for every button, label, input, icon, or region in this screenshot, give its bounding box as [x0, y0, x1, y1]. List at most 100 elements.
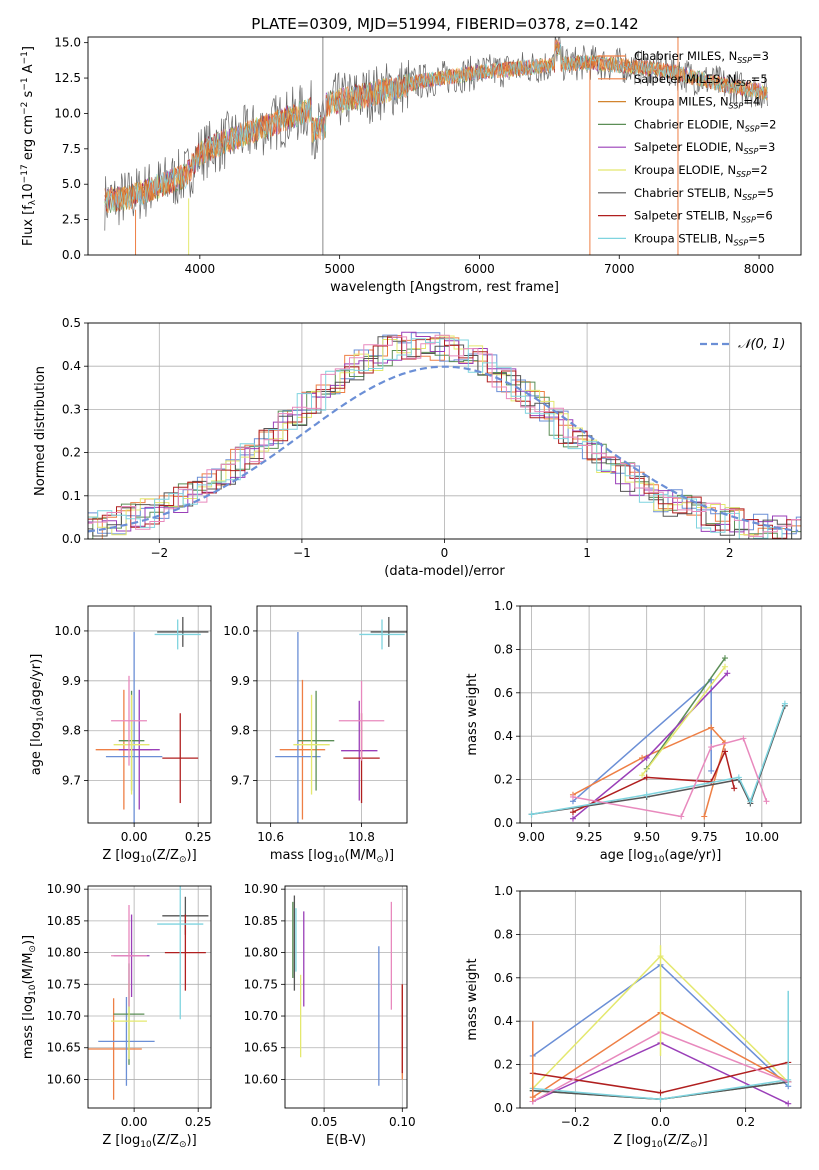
- data-point: [111, 905, 147, 1007]
- x-tick-label: 9.75: [691, 830, 718, 844]
- legend-sub: SSP: [741, 216, 756, 225]
- label-part: age [log: [29, 722, 44, 775]
- data-point: [297, 690, 335, 791]
- x-tick-label: 0.0: [651, 1115, 670, 1129]
- weight-marker: [763, 798, 770, 805]
- legend-sub: SSP: [736, 79, 751, 88]
- legend-label: Chabrier ELODIE, N: [634, 117, 745, 131]
- label-part: −17: [20, 164, 30, 183]
- panel-spectrum: 4000 5000 6000 7000 8000 0.0 2.5 5.0 7.5 10.0 12.5…: [20, 36, 802, 295]
- data-point: [341, 700, 378, 801]
- axes-frame: [87, 605, 212, 824]
- y-tick-label: 9.8: [62, 724, 81, 738]
- y-tick-label: 10.85: [47, 914, 81, 928]
- y-tick-label: 10.0: [54, 106, 81, 120]
- legend-sub: SSP: [745, 124, 760, 133]
- panel-mass-vs-Z: 0.00 0.25 10.60 10.65 10.70 10.75 10.80 10.85 10…: [21, 882, 212, 1150]
- label-part: ⊙: [179, 1140, 187, 1150]
- legend-eq: =5: [751, 72, 768, 86]
- label-part: (Z/Z: [663, 1133, 690, 1148]
- label-part: mass [log: [21, 996, 36, 1059]
- y-axis-label: Normed distribution: [33, 366, 48, 496]
- weight-marker: [735, 774, 742, 781]
- y-tick-label: 0.8: [494, 642, 513, 656]
- y-tick-label: 10.65: [47, 1041, 81, 1055]
- x-tick-label: −0.2: [561, 1115, 590, 1129]
- weight-marker: [721, 655, 728, 662]
- legend-entry: Salpeter STELIB, NSSP=6: [634, 209, 773, 225]
- y-tick-label: 0.0: [494, 816, 513, 830]
- histograms: [88, 331, 801, 539]
- y-tick-label: 5.0: [62, 177, 81, 191]
- weight-line: [646, 657, 726, 770]
- y-tick-label: 2.5: [62, 213, 81, 227]
- panel-age-vs-Z: 0.00 0.259.79.89.910.0Z [log10(Z/Z⊙)]age …: [29, 605, 212, 865]
- x-tick-label: 10.8: [348, 830, 375, 844]
- errorbars: [88, 886, 209, 1100]
- residuals-legend: 𝒩(0, 1): [700, 337, 785, 352]
- data-point: [338, 680, 385, 761]
- label-part: (age/yr)]: [29, 654, 44, 711]
- legend-eq: =2: [760, 117, 777, 131]
- y-axis-label: mass weight: [465, 673, 480, 755]
- y-tick-label: 0.2: [494, 1058, 513, 1072]
- label-part: (age/yr)]: [664, 848, 721, 863]
- x-axis-label: Z [log10(Z/Z⊙)]: [102, 848, 196, 865]
- y-tick-label: 7.5: [62, 142, 81, 156]
- legend-label: Salpeter MILES, N: [634, 72, 736, 86]
- gaussian-curve: [88, 365, 799, 533]
- label-part: Z [log: [613, 1133, 651, 1148]
- data-point: [98, 997, 155, 1086]
- y-tick-label: 0.0: [62, 532, 81, 546]
- legend-eq: =3: [758, 140, 775, 154]
- label-part: 10: [140, 855, 152, 865]
- y-tick-label: 10.65: [244, 1041, 278, 1055]
- label-part: )]: [21, 935, 36, 945]
- panel-weight-vs-age: 9.00 9.25 9.50 9.75 10.00 0.0 0.2 0.4 0.6 0.8 1.0 m…: [465, 599, 802, 865]
- label-part: )]: [187, 1133, 197, 1148]
- weight-marker: [747, 798, 754, 805]
- weight-marker: [731, 785, 738, 792]
- legend-entry: Chabrier ELODIE, NSSP=2: [634, 117, 776, 133]
- weight-marker: [785, 1100, 792, 1107]
- y-tick-label: 0.0: [494, 1101, 513, 1115]
- x-tick-label: 2: [726, 546, 734, 560]
- x-axis-label: mass [log10(M/M⊙)]: [270, 848, 394, 865]
- x-tick-label: 0.2: [736, 1115, 755, 1129]
- legend-label: Chabrier MILES, N: [634, 49, 737, 63]
- label-part: ⊙: [376, 855, 384, 865]
- weight-marker: [657, 1089, 664, 1096]
- y-tick-label: 15.0: [54, 36, 81, 50]
- weight-marker: [643, 791, 650, 798]
- x-tick-label: 10.6: [257, 830, 284, 844]
- y-tick-label: 10.70: [244, 1009, 278, 1023]
- legend-eq: =5: [757, 186, 774, 200]
- y-tick-label: 10.0: [223, 624, 250, 638]
- data-point: [105, 631, 163, 823]
- label-part: (M/M: [21, 953, 36, 985]
- legend-entry: Kroupa ELODIE, NSSP=2: [634, 163, 768, 179]
- weight-marker: [721, 663, 728, 670]
- y-tick-label: 0.8: [494, 927, 513, 941]
- legend-entry: Salpeter MILES, NSSP=5: [634, 72, 768, 88]
- y-tick-label: 10.60: [244, 1072, 278, 1086]
- legend-entry: Chabrier MILES, NSSP=3: [634, 49, 769, 65]
- errorbars: [95, 616, 209, 823]
- weight-marker: [781, 700, 788, 707]
- x-axis-label: age [log10(age/yr)]: [600, 848, 722, 865]
- weight-lines: [529, 945, 792, 1107]
- y-tick-label: 1.0: [494, 884, 513, 898]
- axes-frame: [87, 36, 802, 256]
- legend-label: 𝒩(0, 1): [738, 337, 785, 352]
- spectrum-series: [104, 42, 768, 213]
- label-part: A: [21, 64, 36, 77]
- x-axis-label: E(B-V): [326, 1133, 366, 1148]
- x-tick-label: 0.25: [185, 1115, 212, 1129]
- y-tick-label: 0.4: [62, 359, 81, 373]
- panel-weight-vs-Z: −0.2 0.0 0.2 0.0 0.2 0.4 0.6 0.8 1.0 mass weight Z…: [465, 884, 802, 1150]
- legend-eq: =3: [752, 49, 769, 63]
- x-axis-label: wavelength [Angstrom, rest frame]: [330, 280, 559, 295]
- label-part: Z [log: [102, 848, 140, 863]
